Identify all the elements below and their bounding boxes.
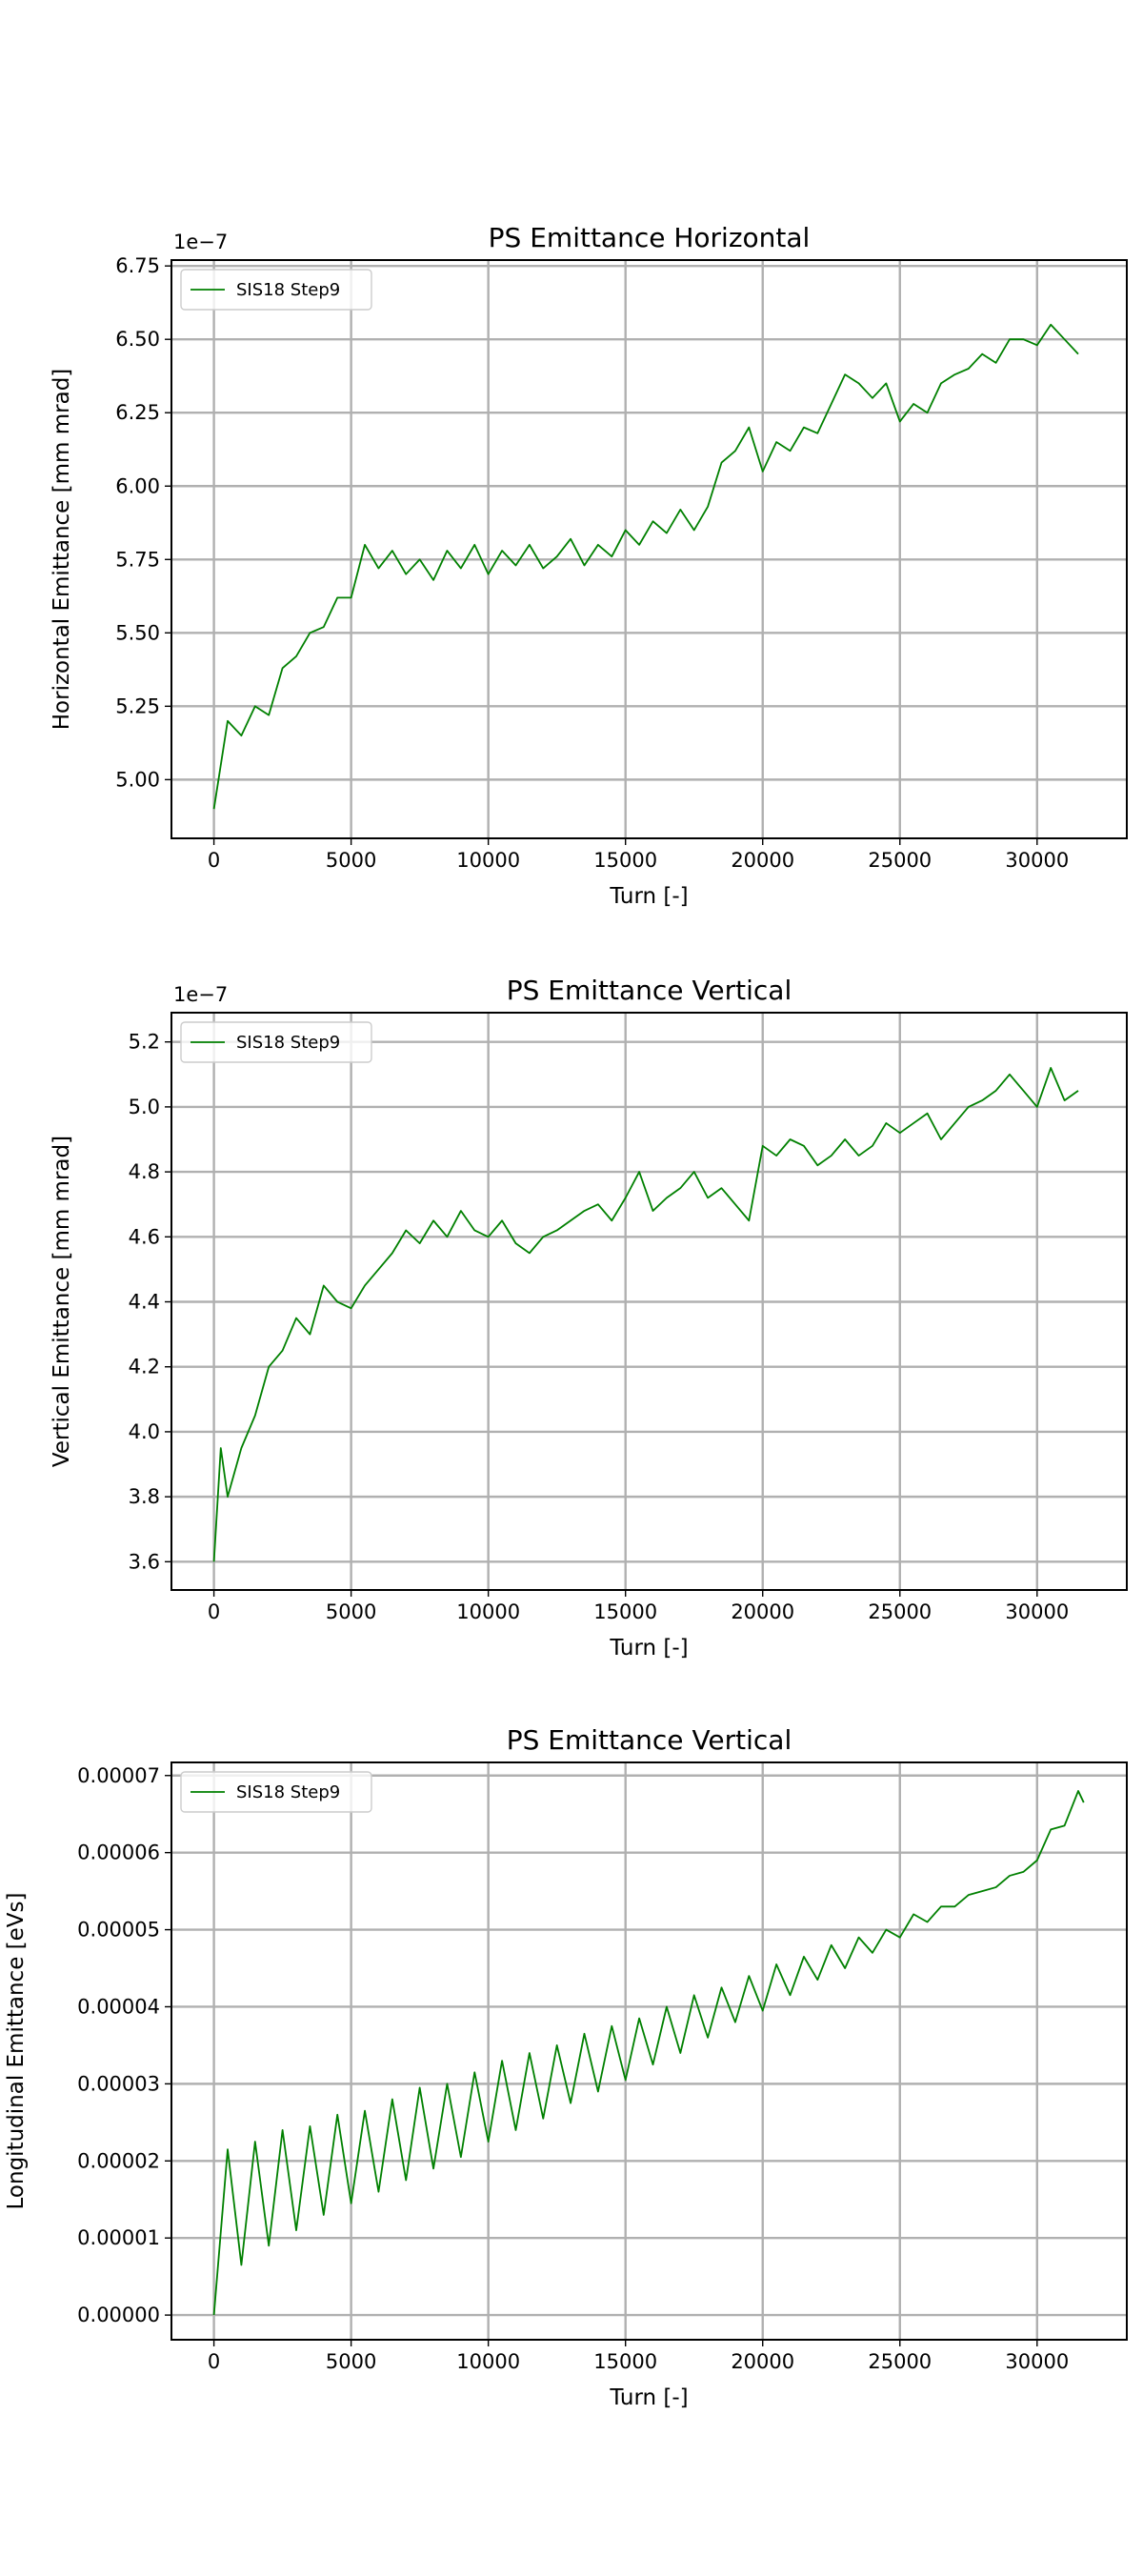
legend-label: SIS18 Step9 xyxy=(236,280,340,300)
plot-frame xyxy=(170,1012,1128,1591)
x-tick-label: 15000 xyxy=(593,2350,657,2373)
y-tick-label: 4.0 xyxy=(129,1420,160,1443)
data-line xyxy=(212,323,1079,810)
x-tick-label: 10000 xyxy=(456,2350,520,2373)
x-tick-label: 5000 xyxy=(326,1600,376,1623)
y-tick-label: 0.00007 xyxy=(77,1764,160,1787)
y-tick-label: 0.00001 xyxy=(77,2226,160,2249)
y-tick-label: 3.8 xyxy=(129,1485,160,1508)
legend-label: SIS18 Step9 xyxy=(236,1782,340,1802)
data-line xyxy=(212,1067,1079,1562)
legend-box xyxy=(180,1771,372,1813)
y-tick-label: 6.75 xyxy=(115,254,160,277)
x-tick-label: 30000 xyxy=(1005,1600,1069,1623)
y-tick-label: 4.6 xyxy=(129,1225,160,1248)
x-tick-label: 15000 xyxy=(593,1600,657,1623)
legend: SIS18 Step9 xyxy=(180,1021,372,1063)
plot-frame xyxy=(170,1761,1128,2341)
y-axis-label: Longitudinal Emittance [eVs] xyxy=(4,1893,29,2210)
y-tick-label: 0.00003 xyxy=(77,2072,160,2095)
x-tick-label: 10000 xyxy=(456,849,520,872)
y-tick-label: 0.00004 xyxy=(77,1995,160,2018)
y-tick-label: 0.00005 xyxy=(77,1919,160,1942)
y-tick-label: 5.0 xyxy=(129,1096,160,1118)
x-tick-label: 0 xyxy=(208,2350,220,2373)
x-tick-label: 20000 xyxy=(731,2350,794,2373)
y-axis-label: Horizontal Emittance [mm mrad] xyxy=(50,369,74,731)
y-tick-label: 0.00000 xyxy=(77,2304,160,2326)
x-axis-label: Turn [-] xyxy=(609,884,688,909)
legend-box xyxy=(180,1021,372,1063)
chart-title: PS Emittance Horizontal xyxy=(489,222,811,253)
chart: 0 5000 10000 15000 20000 25000 30000 5.00 5.25 5.… xyxy=(50,222,1128,909)
y-tick-label: 6.50 xyxy=(115,328,160,351)
legend-label: SIS18 Step9 xyxy=(236,1033,340,1053)
x-tick-label: 25000 xyxy=(868,849,932,872)
x-tick-label: 20000 xyxy=(731,849,794,872)
offset-text: 1e−7 xyxy=(173,983,228,1006)
y-tick-label: 6.00 xyxy=(115,474,160,497)
y-tick-label: 3.6 xyxy=(129,1550,160,1573)
y-axis-label: Vertical Emittance [mm mrad] xyxy=(50,1136,74,1467)
x-tick-label: 25000 xyxy=(868,1600,932,1623)
y-tick-label: 0.00002 xyxy=(77,2149,160,2172)
x-tick-label: 30000 xyxy=(1005,849,1069,872)
y-tick-label: 4.4 xyxy=(129,1291,160,1314)
x-tick-label: 15000 xyxy=(593,849,657,872)
x-axis-label: Turn [-] xyxy=(609,2385,688,2410)
chart-title: PS Emittance Vertical xyxy=(507,1724,792,1756)
y-tick-label: 5.25 xyxy=(115,694,160,717)
x-tick-label: 5000 xyxy=(326,849,376,872)
plot-frame xyxy=(170,259,1128,839)
legend-box xyxy=(180,269,372,311)
x-tick-label: 25000 xyxy=(868,2350,932,2373)
x-tick-label: 5000 xyxy=(326,2350,376,2373)
chart: 0 5000 10000 15000 20000 25000 30000 0.00000 0.0… xyxy=(4,1724,1128,2410)
legend: SIS18 Step9 xyxy=(180,269,372,311)
legend: SIS18 Step9 xyxy=(180,1771,372,1813)
offset-text: 1e−7 xyxy=(173,231,228,253)
x-axis-label: Turn [-] xyxy=(609,1636,688,1660)
y-tick-label: 5.75 xyxy=(115,548,160,571)
x-tick-label: 20000 xyxy=(731,1600,794,1623)
y-tick-label: 5.00 xyxy=(115,768,160,791)
x-tick-label: 30000 xyxy=(1005,2350,1069,2373)
y-tick-label: 0.00006 xyxy=(77,1841,160,1864)
chart: 0 5000 10000 15000 20000 25000 30000 3.6 3.8 4.0 4… xyxy=(50,975,1128,1660)
chart-title: PS Emittance Vertical xyxy=(507,975,792,1006)
y-tick-label: 5.50 xyxy=(115,621,160,644)
y-tick-label: 5.2 xyxy=(129,1031,160,1054)
y-tick-label: 6.25 xyxy=(115,401,160,424)
data-line xyxy=(212,1790,1085,2316)
x-tick-label: 10000 xyxy=(456,1600,520,1623)
y-tick-label: 4.2 xyxy=(129,1356,160,1379)
x-tick-label: 0 xyxy=(208,1600,220,1623)
x-tick-label: 0 xyxy=(208,849,220,872)
y-tick-label: 4.8 xyxy=(129,1160,160,1183)
